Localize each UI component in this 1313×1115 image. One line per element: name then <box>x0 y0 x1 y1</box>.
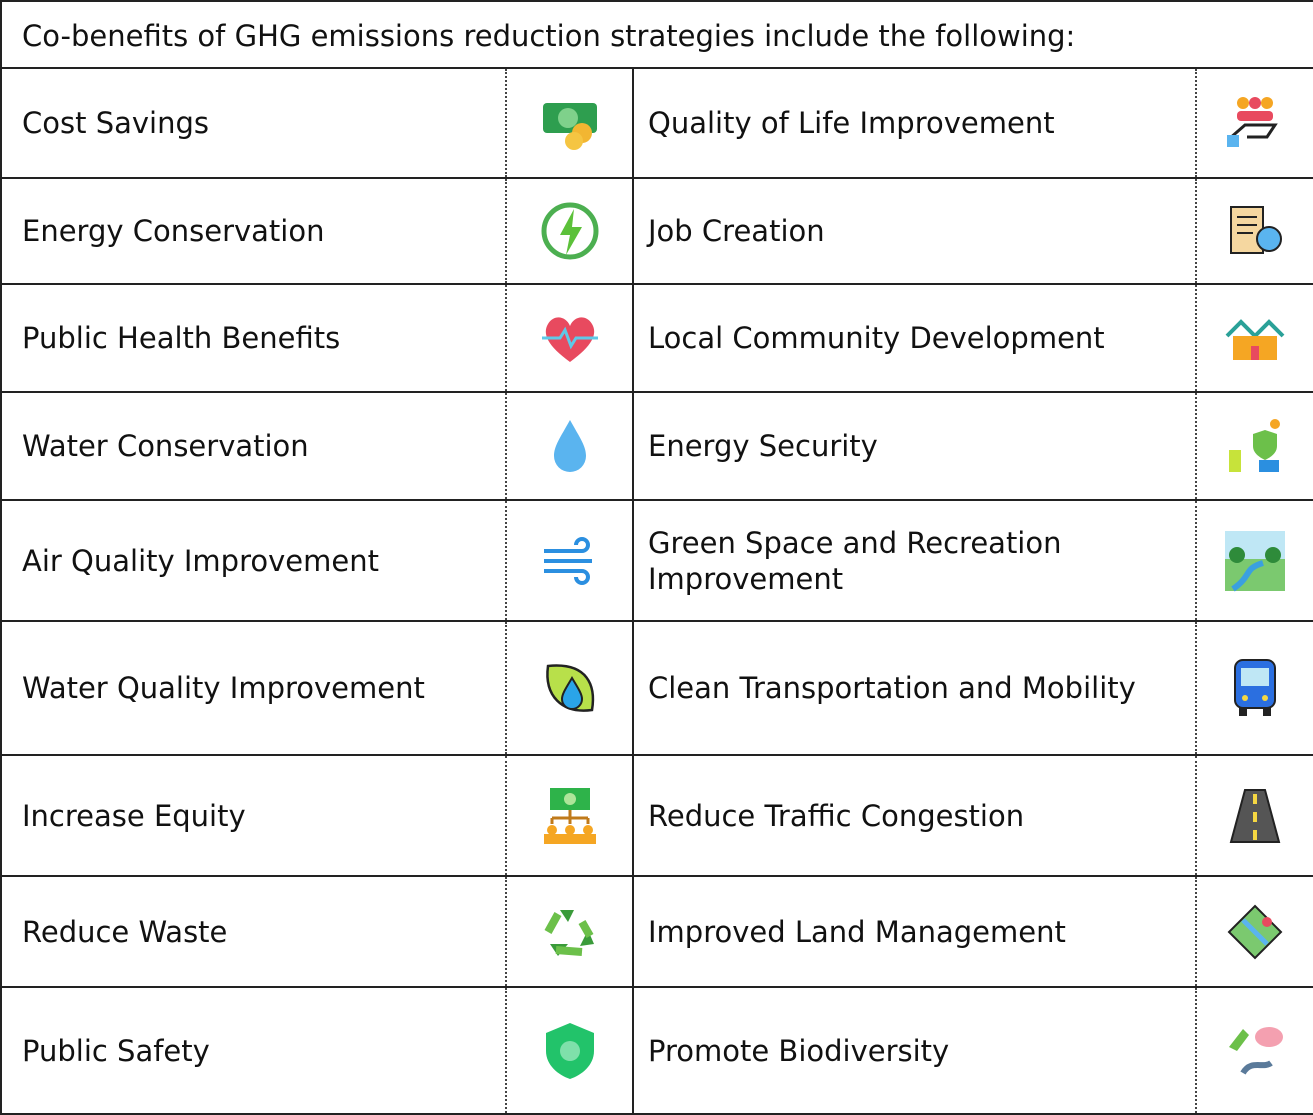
benefit-icon <box>505 754 634 877</box>
icon <box>543 787 596 844</box>
title-row: Co-benefits of GHG emissions reduction s… <box>0 0 1313 69</box>
benefit-label: Water Quality Improvement <box>0 620 507 756</box>
icon <box>545 664 594 712</box>
benefit-icon <box>505 875 634 988</box>
benefit-icon <box>1194 283 1313 393</box>
benefit-label: Promote Biodiversity <box>632 986 1197 1115</box>
icon <box>1225 530 1286 591</box>
benefit-icon <box>1194 67 1313 179</box>
benefit-label: Quality of Life Improvement <box>632 67 1197 179</box>
icon <box>1229 1026 1284 1075</box>
icon <box>1234 659 1277 716</box>
benefit-label: Cost Savings <box>0 67 507 179</box>
benefit-label: Reduce Waste <box>0 875 507 988</box>
benefit-icon <box>1194 754 1313 877</box>
icon <box>1229 419 1281 472</box>
benefit-label: Reduce Traffic Congestion <box>632 754 1197 877</box>
benefit-label: Green Space and Recreation Improvement <box>632 499 1197 622</box>
row: Cost Savings Quality of Life Improvement <box>0 67 1313 179</box>
icon <box>1230 206 1283 254</box>
icon <box>1227 904 1283 959</box>
benefit-icon <box>505 177 634 285</box>
icon <box>545 1022 594 1079</box>
benefit-label: Job Creation <box>632 177 1197 285</box>
benefit-label: Energy Conservation <box>0 177 507 285</box>
benefit-label: Improved Land Management <box>632 875 1197 988</box>
row: Public Safety Promote Biodiversity <box>0 986 1313 1115</box>
benefit-icon <box>1194 986 1313 1115</box>
row: Increase Equity Reduce Traffic Congestion <box>0 754 1313 877</box>
icon <box>542 103 597 150</box>
benefit-icon <box>1194 391 1313 501</box>
icon <box>541 317 598 362</box>
icon <box>1227 97 1278 147</box>
icon <box>1225 319 1285 360</box>
benefit-icon <box>505 620 634 756</box>
icon <box>541 202 598 260</box>
row: Water Quality Improvement Clean Transport… <box>0 620 1313 756</box>
benefit-icon <box>505 986 634 1115</box>
row: Public Health Benefits Local Community De… <box>0 283 1313 393</box>
benefit-label: Local Community Development <box>632 283 1197 393</box>
icon <box>1229 788 1281 843</box>
benefit-label: Public Health Benefits <box>0 283 507 393</box>
benefit-icon <box>505 499 634 622</box>
benefit-label: Increase Equity <box>0 754 507 877</box>
benefit-icon <box>1194 499 1313 622</box>
benefit-icon <box>1194 875 1313 988</box>
benefit-icon <box>1194 177 1313 285</box>
row: Reduce Waste Improved Land Management <box>0 875 1313 988</box>
benefit-label: Air Quality Improvement <box>0 499 507 622</box>
benefit-icon <box>505 283 634 393</box>
benefit-label: Water Conservation <box>0 391 507 501</box>
table-title: Co-benefits of GHG emissions reduction s… <box>0 0 1313 69</box>
icon <box>544 909 594 956</box>
benefit-label: Clean Transportation and Mobility <box>632 620 1197 756</box>
row: Water Conservation Energy Security <box>0 391 1313 501</box>
icon <box>543 536 592 585</box>
row: Air Quality Improvement Green Space and R… <box>0 499 1313 622</box>
row: Energy Conservation Job Creation <box>0 177 1313 285</box>
benefit-icon <box>505 67 634 179</box>
benefit-icon <box>505 391 634 501</box>
benefit-icon <box>1194 620 1313 756</box>
icon <box>553 420 586 472</box>
benefit-label: Energy Security <box>632 391 1197 501</box>
benefit-label: Public Safety <box>0 986 507 1115</box>
